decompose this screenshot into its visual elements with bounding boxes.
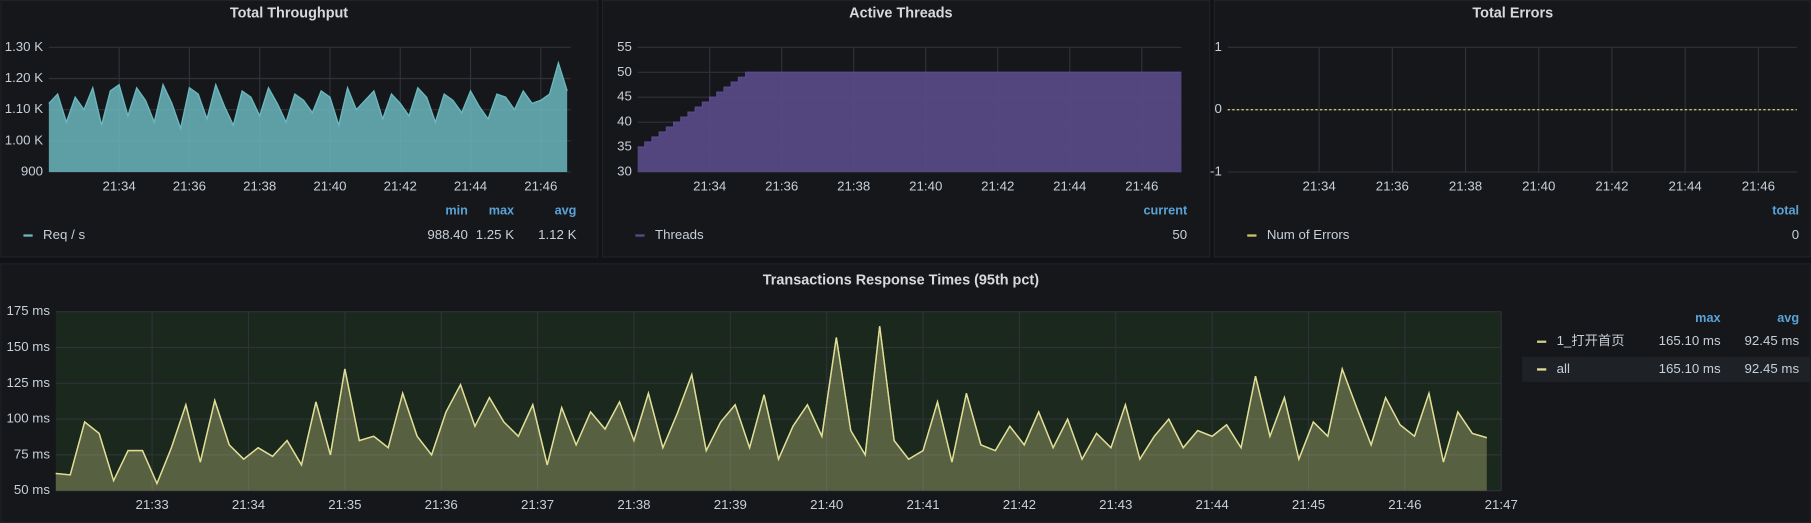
x-tick-label: 21:38 xyxy=(1449,179,1482,194)
legend-value: 1.12 K xyxy=(538,227,577,242)
series-line xyxy=(55,325,1487,486)
legend-value: 988.40 xyxy=(427,227,468,242)
legend-value: 92.45 ms xyxy=(1745,361,1800,376)
legend-row-highlight xyxy=(1522,356,1811,383)
series-line xyxy=(48,60,568,131)
legend-value: 92.45 ms xyxy=(1745,333,1800,348)
series-line xyxy=(637,71,1182,148)
legend-label: Req / s xyxy=(43,227,85,242)
x-tick-label: 21:42 xyxy=(1595,179,1628,194)
x-tick-label: 21:46 xyxy=(1388,497,1421,512)
y-tick-label: 45 xyxy=(617,89,632,104)
y-tick-label: 75 ms xyxy=(14,446,50,461)
x-tick-label: 21:41 xyxy=(906,497,939,512)
y-tick-label: 35 xyxy=(617,139,632,154)
panel xyxy=(1213,0,1811,258)
legend-value: 1.25 K xyxy=(476,227,515,242)
area xyxy=(637,72,1182,173)
y-tick-label: 1 xyxy=(1214,39,1221,54)
x-tick-label: 21:39 xyxy=(714,497,747,512)
x-tick-label: 21:35 xyxy=(328,497,361,512)
legend-label: Num of Errors xyxy=(1267,227,1350,242)
x-tick-label: 21:36 xyxy=(1376,179,1409,194)
x-tick-label: 21:42 xyxy=(384,179,417,194)
legend-label: all xyxy=(1557,361,1570,376)
legend-value: 0 xyxy=(1792,227,1799,242)
x-tick-label: 21:46 xyxy=(1125,179,1158,194)
y-tick-label: 150 ms xyxy=(6,339,50,354)
x-tick-label: 21:40 xyxy=(909,179,942,194)
x-tick-label: 21:37 xyxy=(521,497,554,512)
legend-label: 1_打开首页 xyxy=(1557,333,1625,348)
x-tick-label: 21:42 xyxy=(981,179,1014,194)
x-tick-label: 21:40 xyxy=(1522,179,1555,194)
x-tick-label: 21:43 xyxy=(1099,497,1132,512)
y-tick-label: 900 xyxy=(21,164,43,179)
x-tick-label: 21:46 xyxy=(524,179,557,194)
y-tick-label: 175 ms xyxy=(6,303,50,318)
x-tick-label: 21:38 xyxy=(243,179,276,194)
y-tick-label: 50 ms xyxy=(14,482,50,497)
legend-header: max xyxy=(1695,311,1720,325)
legend-value: 165.10 ms xyxy=(1659,333,1721,348)
legend-header: min xyxy=(445,204,468,218)
area xyxy=(55,326,1487,491)
x-tick-label: 21:44 xyxy=(1053,179,1086,194)
legend-value: 165.10 ms xyxy=(1659,361,1721,376)
x-tick-label: 21:44 xyxy=(454,179,487,194)
x-tick-label: 21:34 xyxy=(693,179,726,194)
x-tick-label: 21:42 xyxy=(1003,497,1036,512)
x-tick-label: 21:36 xyxy=(765,179,798,194)
x-tick-label: 21:44 xyxy=(1669,179,1702,194)
legend-label: Threads xyxy=(655,227,704,242)
legend-value: 50 xyxy=(1172,227,1187,242)
legend-header: avg xyxy=(1777,311,1799,325)
x-tick-label: 21:38 xyxy=(837,179,870,194)
panel-title: Active Threads xyxy=(849,6,952,22)
legend-header: total xyxy=(1772,204,1799,218)
x-tick-label: 21:38 xyxy=(617,497,650,512)
area xyxy=(48,62,568,173)
x-tick-label: 21:46 xyxy=(1742,179,1775,194)
panel-title: Total Throughput xyxy=(230,6,348,22)
y-tick-label: 1.00 K xyxy=(5,132,44,147)
area xyxy=(55,326,1487,491)
x-tick-label: 21:44 xyxy=(1196,497,1229,512)
y-tick-label: 50 xyxy=(617,64,632,79)
x-tick-label: 21:34 xyxy=(1303,179,1336,194)
y-tick-label: 1.20 K xyxy=(5,70,44,85)
legend-header: max xyxy=(489,204,514,218)
x-tick-label: 21:36 xyxy=(173,179,206,194)
x-tick-label: 21:45 xyxy=(1292,497,1325,512)
y-tick-label: 0 xyxy=(1214,101,1221,116)
y-tick-label: 1.30 K xyxy=(5,39,44,54)
y-tick-label: 40 xyxy=(617,114,632,129)
legend-header: avg xyxy=(555,204,577,218)
x-tick-label: 21:34 xyxy=(232,497,265,512)
x-tick-label: 21:33 xyxy=(136,497,169,512)
y-tick-label: 1.10 K xyxy=(5,101,44,116)
y-tick-label: 100 ms xyxy=(6,411,50,426)
x-tick-label: 21:34 xyxy=(103,179,136,194)
panel-title: Transactions Response Times (95th pct) xyxy=(763,272,1039,288)
x-tick-label: 21:40 xyxy=(810,497,843,512)
legend-header: current xyxy=(1143,204,1187,218)
x-tick-label: 21:36 xyxy=(425,497,458,512)
y-tick-label: -1 xyxy=(1210,164,1222,179)
y-tick-label: 125 ms xyxy=(6,375,50,390)
y-tick-label: 55 xyxy=(617,39,632,54)
panel-title: Total Errors xyxy=(1472,6,1553,22)
x-tick-label: 21:47 xyxy=(1485,497,1518,512)
x-tick-label: 21:40 xyxy=(313,179,346,194)
y-tick-label: 30 xyxy=(617,164,632,179)
